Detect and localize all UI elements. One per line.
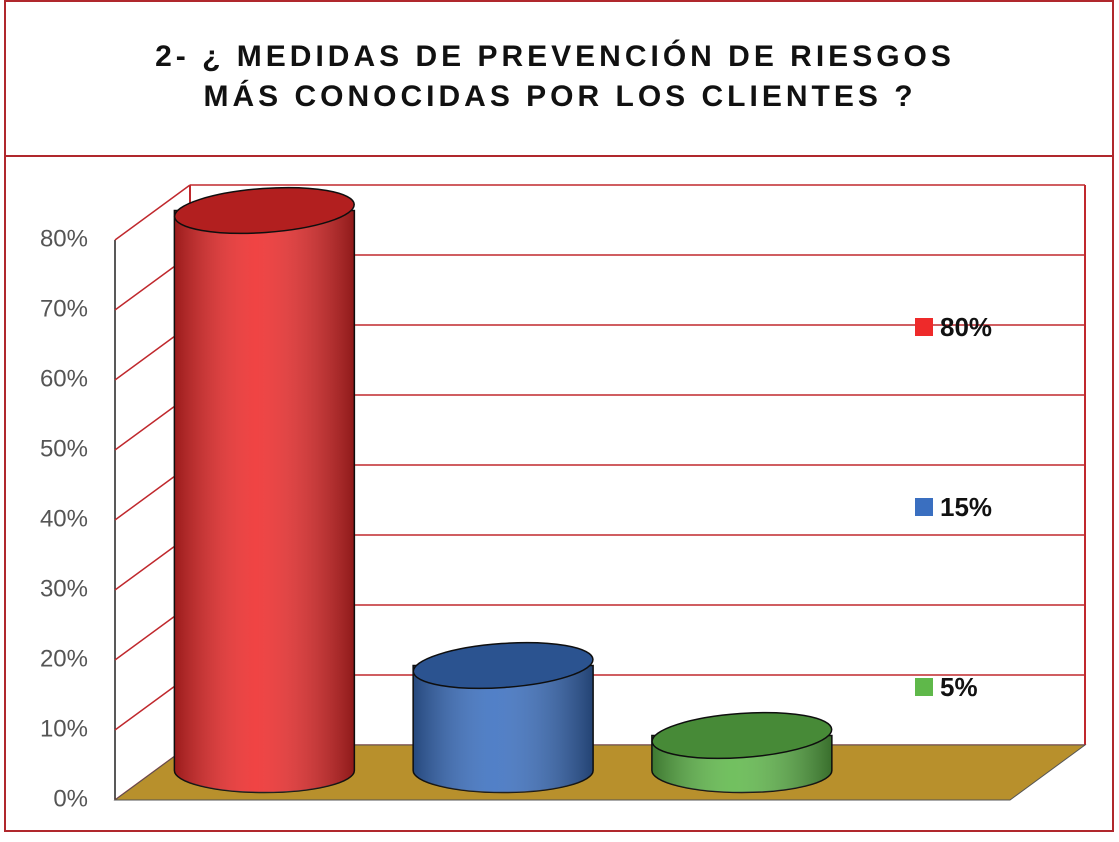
- grid-line: [114, 184, 191, 241]
- y-tick-label: 70%: [40, 295, 88, 322]
- legend-label: 80%: [940, 312, 992, 342]
- y-tick-label: 60%: [40, 365, 88, 392]
- bar-shade: [413, 665, 594, 793]
- y-tick-label: 40%: [40, 505, 88, 532]
- bar-top-shade: [174, 187, 355, 234]
- bar-top: [173, 186, 355, 235]
- y-tick-label: 0%: [53, 785, 88, 812]
- y-tick-label: 30%: [40, 575, 88, 602]
- legend-label: 5%: [940, 672, 978, 702]
- bar: [651, 711, 833, 794]
- legend-swatch: [915, 498, 933, 516]
- legend-swatch: [915, 678, 933, 696]
- legend-swatch: [915, 318, 933, 336]
- y-tick-label: 10%: [40, 715, 88, 742]
- bar-top: [651, 711, 833, 760]
- y-tick-label: 20%: [40, 645, 88, 672]
- floor: [113, 744, 1087, 801]
- y-tick-label: 80%: [40, 225, 88, 252]
- legend-label: 15%: [940, 492, 992, 522]
- chart-title: MÁS CONOCIDAS POR LOS CLIENTES ?: [203, 79, 916, 113]
- frame: [4, 0, 1114, 832]
- chart-title: 2- ¿ MEDIDAS DE PREVENCIÓN DE RIESGOS: [155, 39, 955, 73]
- bar-top: [412, 641, 594, 690]
- bar-top-shade: [413, 642, 593, 689]
- bar-top-shade: [652, 712, 832, 759]
- bar-shade: [174, 210, 355, 793]
- bar: [173, 186, 356, 794]
- y-tick-label: 50%: [40, 435, 88, 462]
- bar: [412, 641, 594, 794]
